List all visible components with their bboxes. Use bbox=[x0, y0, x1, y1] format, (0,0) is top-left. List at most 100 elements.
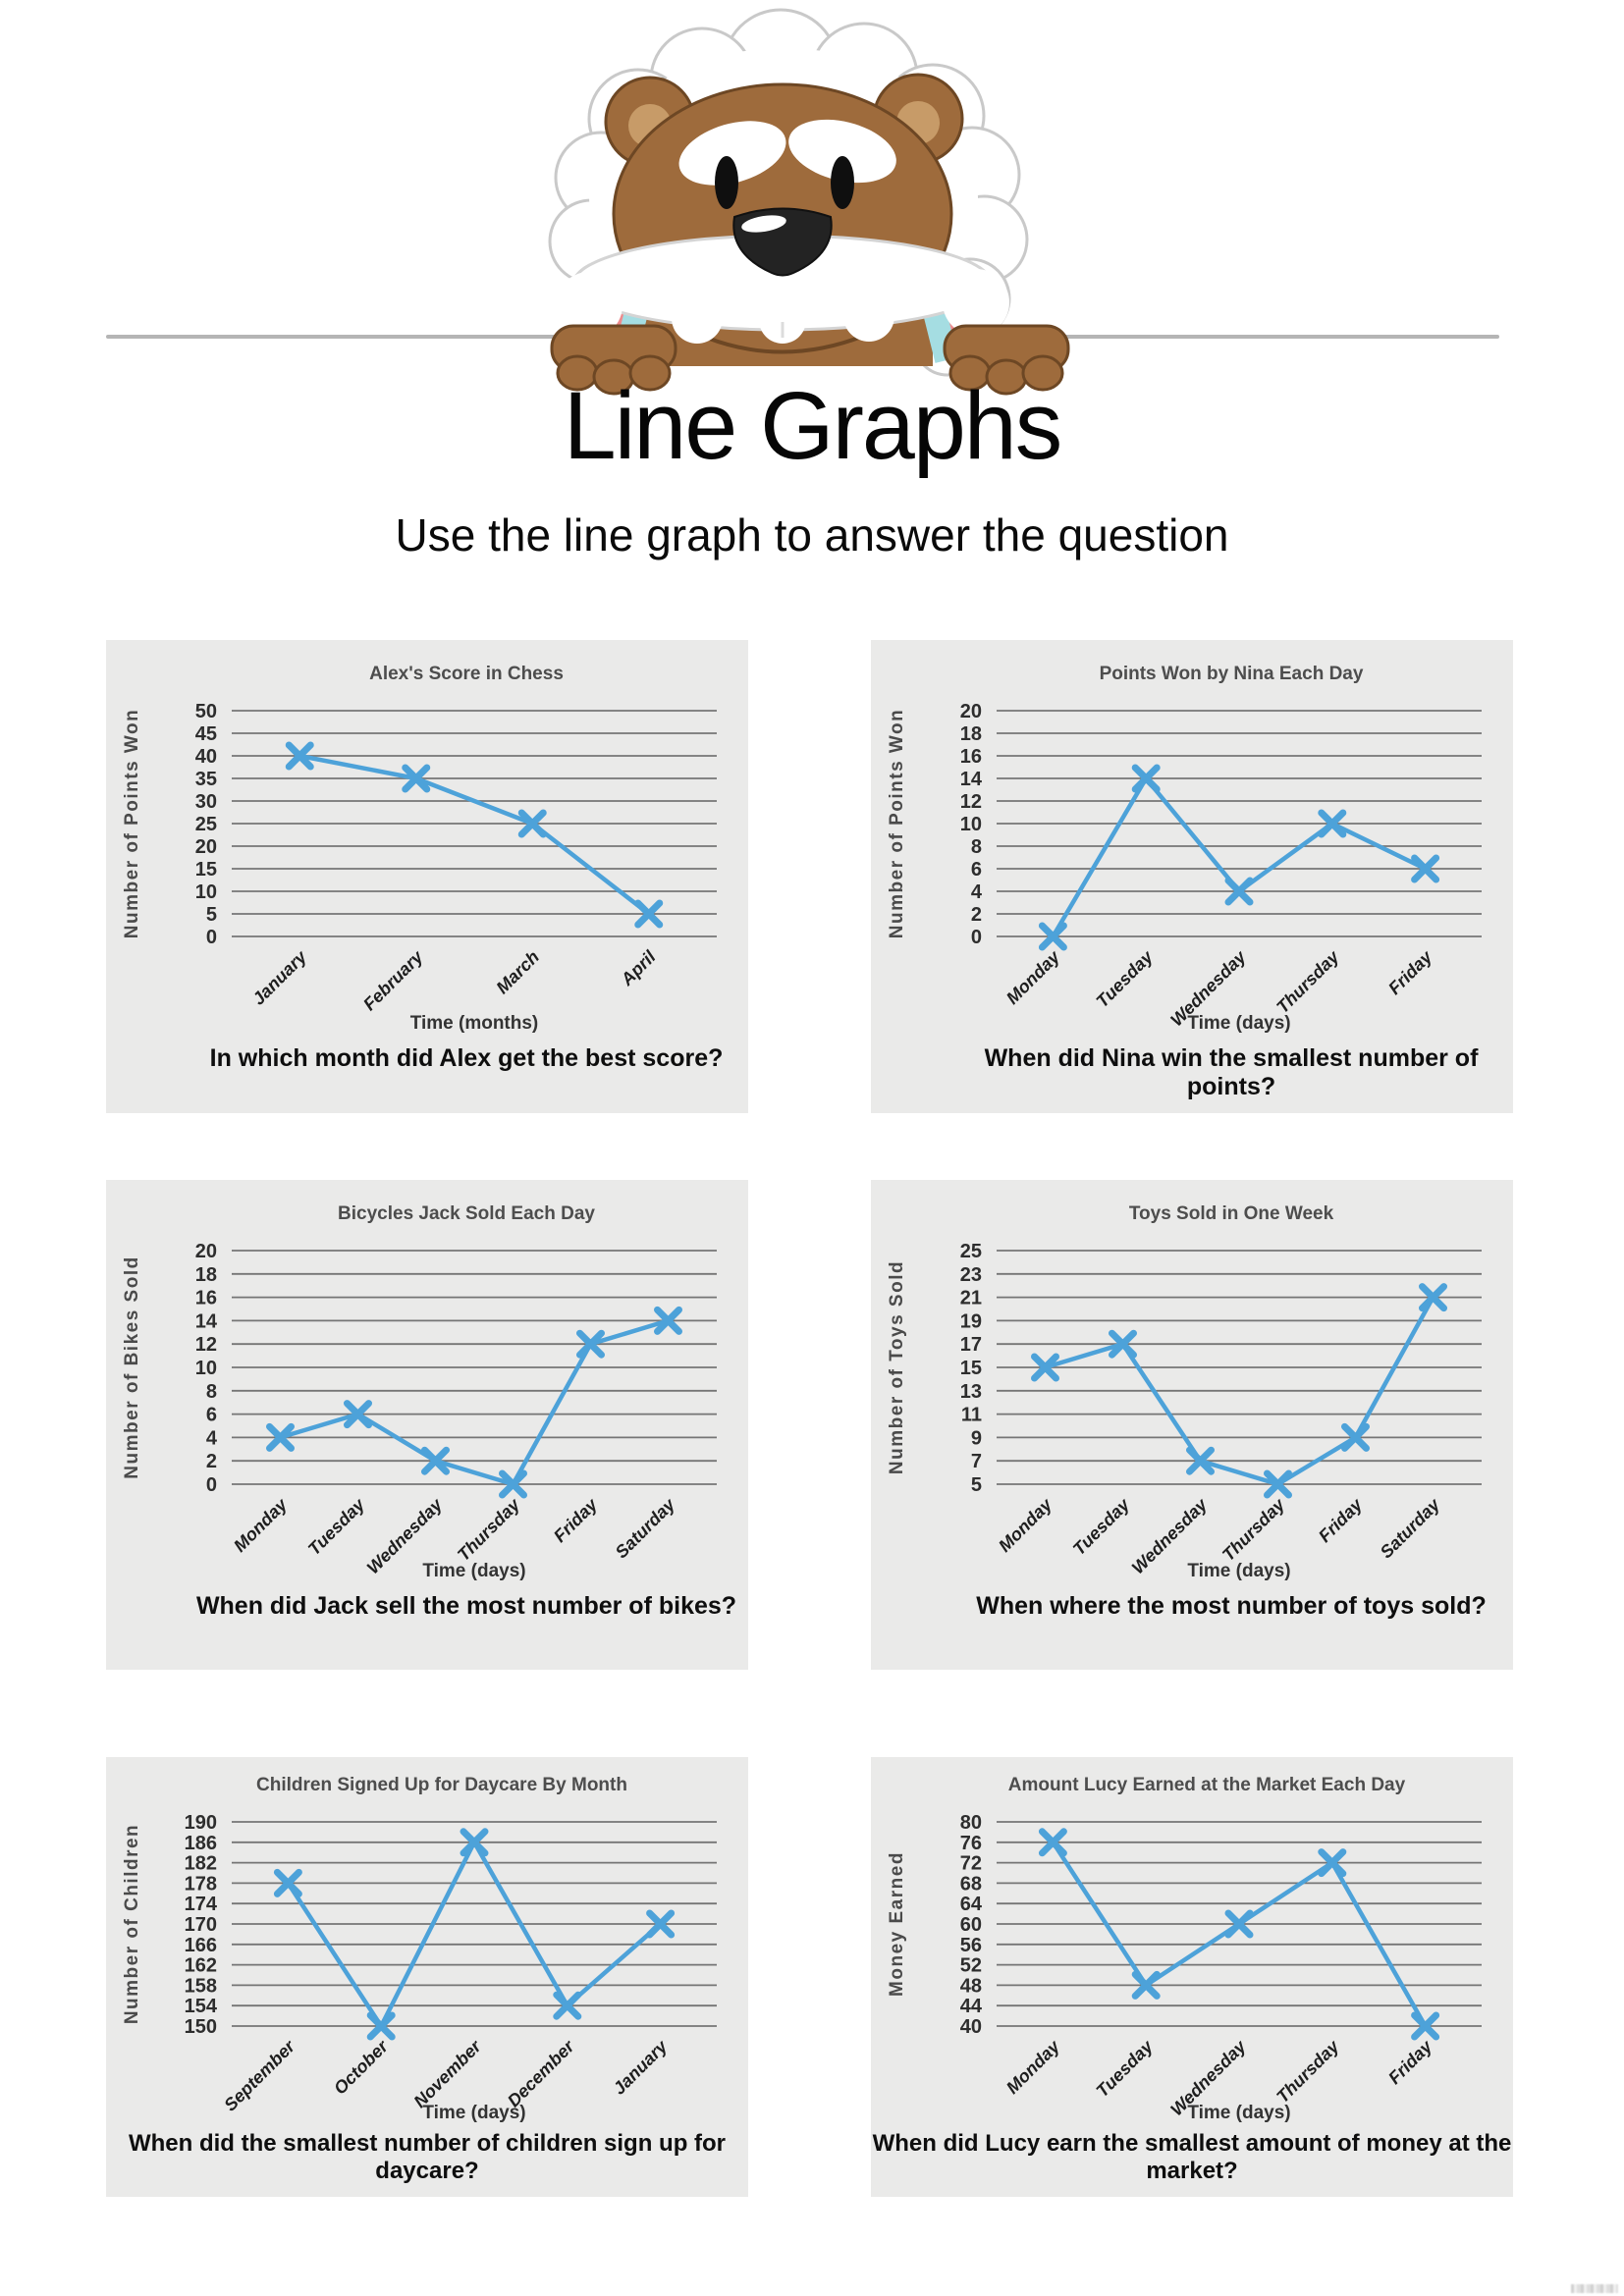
svg-text:10: 10 bbox=[195, 881, 217, 903]
svg-text:162: 162 bbox=[185, 1955, 217, 1977]
svg-text:17: 17 bbox=[960, 1334, 982, 1356]
chart-panel-nina-points: Points Won by Nina Each Day 0 2 4 6 8 10 12 14 1… bbox=[871, 640, 1513, 1113]
svg-text:October: October bbox=[330, 2036, 393, 2099]
svg-text:52: 52 bbox=[960, 1955, 982, 1977]
page-subtitle: Use the line graph to answer the questio… bbox=[395, 509, 1229, 561]
svg-text:0: 0 bbox=[206, 927, 217, 948]
svg-text:December: December bbox=[504, 2036, 578, 2110]
svg-text:Time (days): Time (days) bbox=[422, 1561, 525, 1581]
bear-muzzle bbox=[556, 234, 1009, 344]
svg-text:44: 44 bbox=[960, 1996, 983, 2017]
svg-text:September: September bbox=[220, 2036, 299, 2115]
svg-text:190: 190 bbox=[185, 1812, 217, 1834]
chart-panel-daycare-children: Children Signed Up for Daycare By Month … bbox=[106, 1757, 748, 2197]
svg-text:5: 5 bbox=[206, 904, 217, 926]
svg-text:20: 20 bbox=[195, 1241, 217, 1262]
svg-text:174: 174 bbox=[185, 1894, 218, 1915]
svg-text:0: 0 bbox=[971, 927, 982, 948]
svg-text:50: 50 bbox=[195, 701, 217, 722]
chart-question: When did the smallest number of children… bbox=[128, 2130, 727, 2184]
chart-panel-jack-bicycles: Bicycles Jack Sold Each Day 0 2 4 6 8 10 12 14 1… bbox=[106, 1180, 748, 1670]
svg-text:February: February bbox=[359, 946, 427, 1014]
chart-title: Amount Lucy Earned at the Market Each Da… bbox=[1007, 1775, 1406, 1795]
svg-text:Thursday: Thursday bbox=[1218, 1494, 1289, 1565]
chart-question: In which month did Alex get the best sco… bbox=[209, 1044, 724, 1072]
svg-text:45: 45 bbox=[195, 723, 217, 745]
svg-text:4: 4 bbox=[971, 881, 983, 903]
svg-text:Tuesday: Tuesday bbox=[1069, 1494, 1134, 1559]
svg-text:12: 12 bbox=[960, 791, 982, 813]
svg-text:60: 60 bbox=[960, 1914, 982, 1936]
svg-text:68: 68 bbox=[960, 1873, 982, 1895]
svg-text:40: 40 bbox=[960, 2016, 982, 2038]
svg-text:178: 178 bbox=[185, 1873, 217, 1895]
svg-text:15: 15 bbox=[195, 859, 217, 881]
svg-text:April: April bbox=[617, 946, 661, 990]
svg-text:November: November bbox=[409, 2036, 485, 2111]
line-chart: 0 2 4 6 8 10 12 14 16 18 20 Number of Bikes Sold Mon… bbox=[106, 1233, 748, 1586]
svg-text:18: 18 bbox=[195, 1264, 217, 1286]
svg-text:12: 12 bbox=[195, 1334, 217, 1356]
svg-text:20: 20 bbox=[195, 836, 217, 858]
svg-text:Number of Points Won: Number of Points Won bbox=[122, 709, 142, 938]
svg-text:Money Earned: Money Earned bbox=[887, 1851, 907, 1997]
svg-text:4: 4 bbox=[206, 1427, 218, 1449]
svg-text:15: 15 bbox=[960, 1358, 982, 1379]
svg-text:25: 25 bbox=[195, 814, 217, 835]
chart-question: When did Nina win the smallest number of… bbox=[984, 1044, 1479, 1100]
chart-panel-alex-chess: Alex's Score in Chess 0 5 10 15 20 25 30 35 40 45… bbox=[106, 640, 748, 1113]
svg-text:182: 182 bbox=[185, 1853, 217, 1875]
chart-question: When did Jack sell the most number of bi… bbox=[195, 1592, 737, 1620]
corner-smudge bbox=[1571, 2284, 1618, 2293]
bear-nose bbox=[732, 207, 833, 277]
svg-text:0: 0 bbox=[206, 1474, 217, 1496]
svg-text:25: 25 bbox=[960, 1241, 982, 1262]
svg-text:76: 76 bbox=[960, 1833, 982, 1854]
svg-text:6: 6 bbox=[206, 1405, 217, 1426]
svg-text:13: 13 bbox=[960, 1381, 982, 1403]
svg-text:Tuesday: Tuesday bbox=[304, 1494, 369, 1559]
line-chart: 0 2 4 6 8 10 12 14 16 18 20 Number of Points Won Mon… bbox=[871, 693, 1513, 1039]
svg-text:30: 30 bbox=[195, 791, 217, 813]
svg-text:Number of Toys Sold: Number of Toys Sold bbox=[887, 1260, 907, 1474]
svg-text:158: 158 bbox=[185, 1975, 217, 1997]
svg-text:Monday: Monday bbox=[995, 1494, 1056, 1556]
svg-text:Time (days): Time (days) bbox=[1187, 1013, 1290, 1034]
svg-text:72: 72 bbox=[960, 1853, 982, 1875]
page-title: Line Graphs bbox=[563, 372, 1062, 479]
svg-text:10: 10 bbox=[960, 814, 982, 835]
svg-text:7: 7 bbox=[971, 1451, 982, 1472]
svg-text:166: 166 bbox=[185, 1935, 217, 1956]
chart-title: Alex's Score in Chess bbox=[369, 664, 564, 684]
svg-text:11: 11 bbox=[961, 1405, 982, 1426]
svg-text:40: 40 bbox=[195, 746, 217, 768]
svg-text:Saturday: Saturday bbox=[612, 1494, 679, 1562]
svg-text:20: 20 bbox=[960, 701, 982, 722]
svg-text:35: 35 bbox=[195, 769, 217, 790]
chart-question: When where the most number of toys sold? bbox=[976, 1592, 1487, 1620]
svg-text:21: 21 bbox=[960, 1288, 982, 1309]
svg-text:56: 56 bbox=[960, 1935, 982, 1956]
svg-text:2: 2 bbox=[971, 904, 982, 926]
svg-text:80: 80 bbox=[960, 1812, 982, 1834]
svg-text:Friday: Friday bbox=[550, 1494, 602, 1546]
svg-text:Number of Bikes Sold: Number of Bikes Sold bbox=[122, 1255, 142, 1478]
svg-text:2: 2 bbox=[206, 1451, 217, 1472]
svg-text:Monday: Monday bbox=[1002, 946, 1064, 1008]
svg-text:Time (days): Time (days) bbox=[422, 2103, 525, 2123]
svg-text:170: 170 bbox=[185, 1914, 217, 1936]
bear-paw-right bbox=[943, 324, 1070, 396]
svg-text:Number of Points Won: Number of Points Won bbox=[887, 709, 907, 938]
svg-text:January: January bbox=[609, 2036, 672, 2099]
line-chart: 0 5 10 15 20 25 30 35 40 45 50 Number of Points Won… bbox=[106, 693, 748, 1039]
svg-text:19: 19 bbox=[960, 1310, 982, 1332]
svg-text:Friday: Friday bbox=[1384, 2036, 1436, 2088]
svg-text:6: 6 bbox=[971, 859, 982, 881]
chart-panel-toys-week: Toys Sold in One Week 5 7 9 11 13 15 17 19 21 23 2… bbox=[871, 1180, 1513, 1670]
bear-paws bbox=[550, 324, 1070, 396]
